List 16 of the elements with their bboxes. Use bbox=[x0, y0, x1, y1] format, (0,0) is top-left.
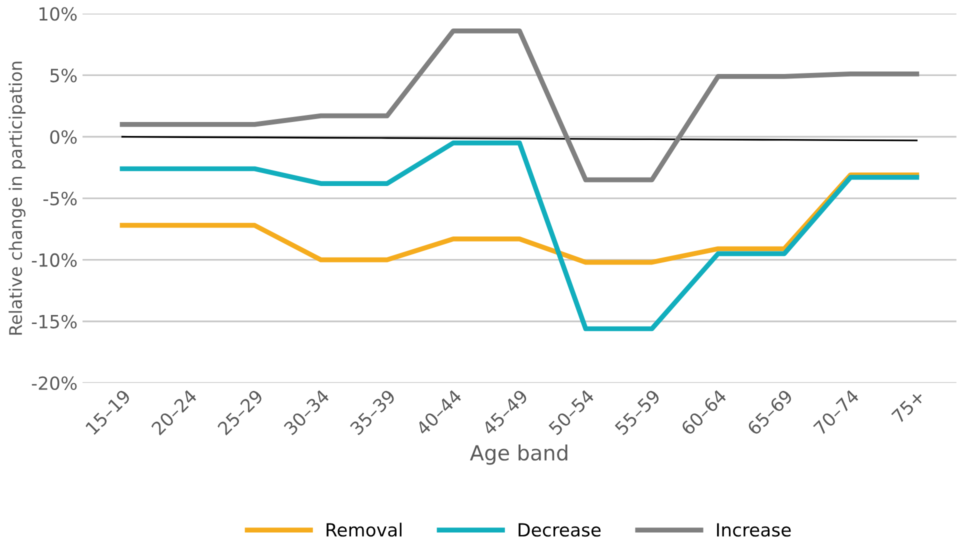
legend-label: Removal bbox=[326, 522, 402, 537]
line-series bbox=[120, 172, 920, 265]
line-series bbox=[120, 140, 920, 332]
x-tick-label: 75+ bbox=[891, 390, 926, 424]
y-tick-label: 5% bbox=[50, 68, 77, 82]
y-axis-title: Relative change in participation bbox=[8, 62, 26, 335]
legend-label: Decrease bbox=[518, 523, 601, 537]
y-tick-label: 0% bbox=[50, 130, 77, 144]
y-tick-label: -15% bbox=[32, 314, 77, 328]
y-tick-label: -20% bbox=[32, 376, 77, 390]
x-axis-title: Age band bbox=[470, 444, 568, 465]
y-tick-label: -10% bbox=[32, 253, 77, 267]
y-tick-label: -5% bbox=[43, 192, 77, 206]
y-tick-label: 10% bbox=[40, 7, 77, 21]
legend-label: Increase bbox=[717, 523, 791, 537]
line-series bbox=[120, 28, 920, 182]
